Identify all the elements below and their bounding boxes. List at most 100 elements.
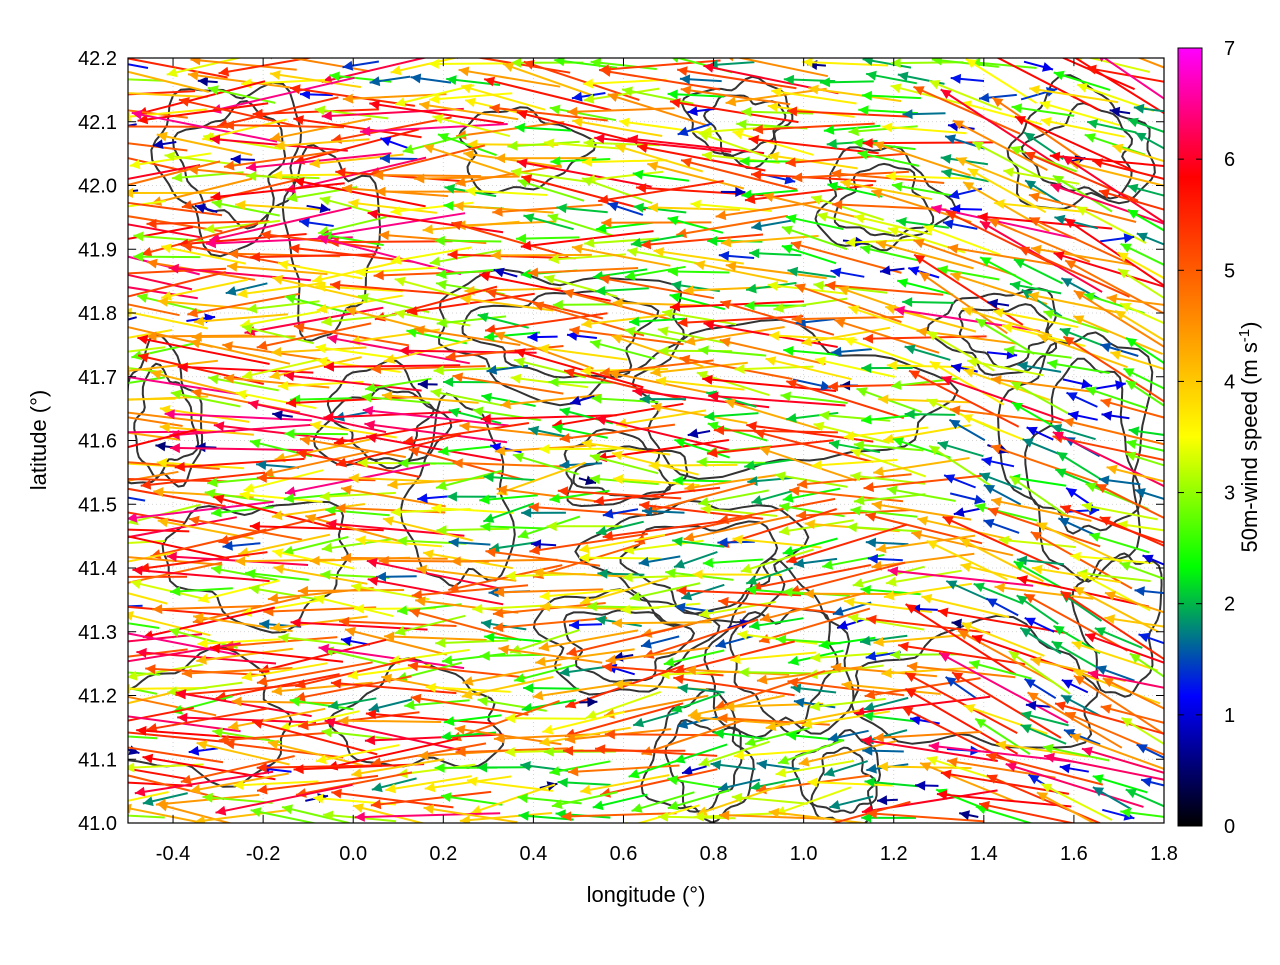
y-tick-label: 42.0: [78, 176, 117, 198]
wind-arrow: [693, 569, 782, 579]
x-tick-label: 1.6: [1060, 843, 1088, 865]
wind-arrow: [397, 604, 462, 615]
wind-arrow: [211, 507, 273, 517]
x-tick-label: 1.8: [1150, 843, 1178, 865]
colorbar: [1178, 48, 1202, 826]
wind-arrow: [479, 272, 610, 301]
y-tick-label: 41.6: [78, 431, 117, 453]
wind-arrow: [57, 523, 189, 533]
wind-arrow: [71, 649, 188, 667]
wind-arrow: [237, 283, 325, 298]
wind-arrow: [1137, 744, 1171, 761]
wind-arrow: [688, 428, 710, 438]
colorbar-tick-label: 1: [1224, 705, 1235, 727]
wind-arrow: [1128, 118, 1176, 136]
wind-arrow: [915, 781, 938, 791]
wind-arrow: [567, 626, 683, 656]
wind-arrow: [86, 201, 166, 216]
wind-arrow: [711, 760, 756, 770]
wind-arrow: [1012, 35, 1135, 89]
wind-arrow: [954, 507, 981, 517]
wind-arrow: [158, 297, 254, 309]
wind-arrow: [786, 413, 838, 423]
wind-arrow: [914, 86, 1021, 134]
x-tick-label: 0.4: [519, 843, 547, 865]
wind-arrow: [873, 635, 968, 647]
wind-arrow: [380, 137, 409, 149]
wind-arrow: [331, 679, 457, 694]
wind-arrow: [837, 619, 865, 630]
wind-arrow: [567, 107, 674, 117]
wind-arrow: [991, 444, 1098, 482]
wind-arrow: [459, 422, 564, 437]
colorbar-tick-label: 4: [1224, 371, 1235, 393]
wind-arrow: [1135, 586, 1174, 596]
wind-arrow: [505, 713, 586, 723]
wind-arrow: [1055, 469, 1105, 490]
wind-arrow: [376, 572, 417, 582]
wind-arrow: [491, 250, 592, 260]
wind-arrow: [314, 594, 393, 616]
wind-arrow: [874, 732, 982, 743]
wind-arrow: [1010, 281, 1061, 294]
y-tick-label: 41.7: [78, 367, 117, 389]
y-tick-label: 42.2: [78, 48, 117, 70]
wind-arrow: [480, 522, 543, 532]
wind-arrow: [584, 89, 660, 104]
wind-arrow: [284, 371, 422, 390]
colorbar-tick-label: 0: [1224, 816, 1235, 838]
colorbar-tick-label: 3: [1224, 483, 1235, 505]
y-axis-ticks: 41.041.141.241.341.441.541.641.741.841.9…: [78, 48, 1164, 835]
wind-arrow: [549, 761, 610, 776]
wind-arrow: [520, 761, 568, 771]
colorbar-tick-label: 2: [1224, 594, 1235, 616]
wind-arrow: [831, 268, 865, 278]
wind-arrow: [572, 117, 662, 136]
x-tick-label: -0.2: [246, 843, 280, 865]
colorbar-title: 50m-wind speed (m s-1): [1236, 322, 1263, 553]
y-tick-label: 41.9: [78, 239, 117, 261]
colorbar-tick-label: 5: [1224, 260, 1235, 282]
wind-arrow: [1121, 244, 1178, 272]
wind-arrow: [54, 256, 192, 290]
y-tick-label: 41.1: [78, 749, 117, 771]
wind-arrow: [719, 251, 754, 261]
x-tick-label: 1.0: [790, 843, 818, 865]
wind-arrow: [479, 495, 538, 505]
wind-arrow: [898, 642, 1025, 665]
y-tick-label: 41.5: [78, 494, 117, 516]
wind-arrow: [1126, 789, 1174, 811]
wind-arrow: [487, 365, 528, 375]
wind-arrow: [716, 636, 754, 648]
y-tick-label: 41.3: [78, 622, 117, 644]
y-tick-label: 41.0: [78, 813, 117, 835]
wind-arrow: [596, 522, 644, 536]
wind-arrow: [338, 716, 441, 726]
wind-arrow: [647, 162, 744, 189]
y-tick-label: 41.2: [78, 686, 117, 708]
wind-arrow: [1022, 290, 1062, 317]
wind-arrow: [951, 74, 984, 84]
wind-arrow: [676, 216, 788, 238]
wind-arrow: [905, 409, 956, 419]
y-tick-label: 41.4: [78, 558, 117, 580]
wind-arrow: [768, 102, 855, 117]
wind-arrow: [980, 257, 1032, 285]
wind-arrow: [601, 67, 721, 90]
wind-arrow: [932, 56, 999, 67]
wind-arrow: [1126, 381, 1181, 417]
wind-arrow: [192, 332, 296, 342]
wind-arrow: [877, 795, 898, 805]
wind-arrow: [1063, 379, 1092, 389]
wind-arrow: [595, 286, 649, 296]
wind-arrow: [983, 519, 1019, 533]
wind-arrow: [435, 236, 501, 246]
wind-arrow: [619, 805, 700, 831]
wind-arrow: [1043, 310, 1108, 333]
wind-arrow: [1129, 426, 1182, 437]
wind-arrow: [383, 516, 473, 540]
y-axis-title: latitude (°): [26, 390, 51, 491]
wind-arrow: [902, 297, 954, 307]
wind-arrow: [72, 133, 187, 151]
